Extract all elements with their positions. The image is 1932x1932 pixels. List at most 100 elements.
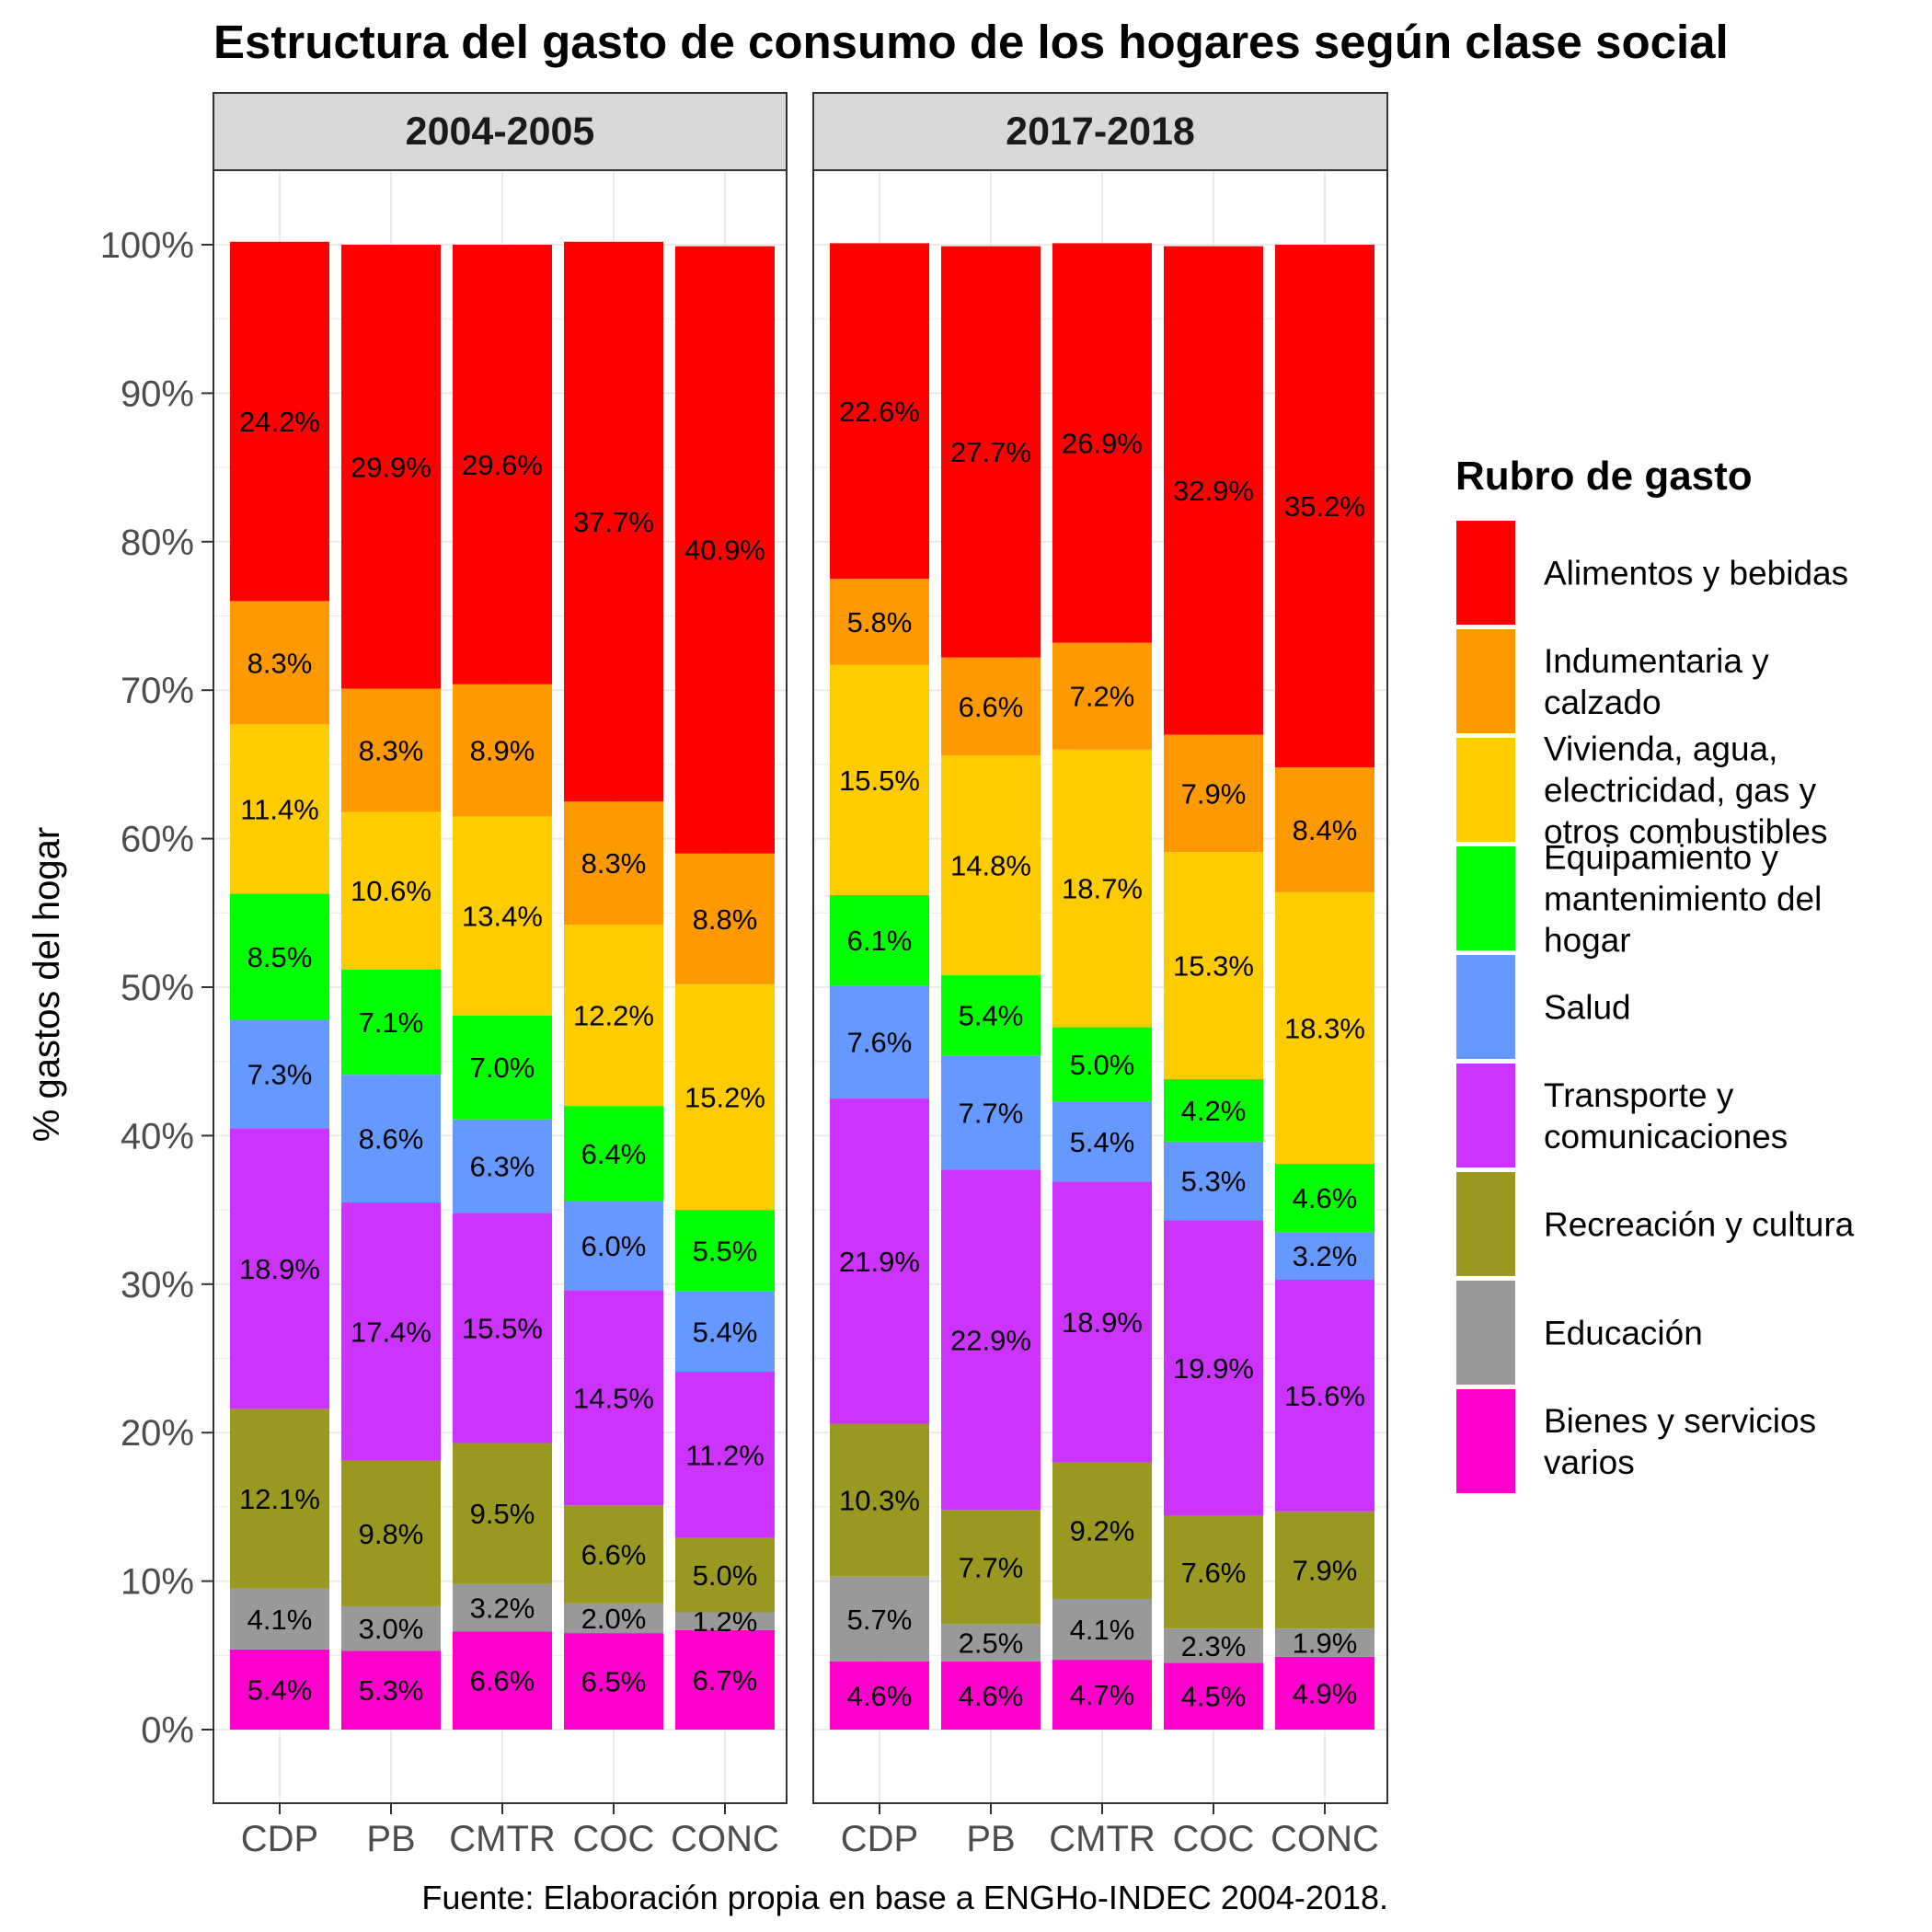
bar-segment [1275, 1164, 1374, 1233]
bar-segment [1164, 1220, 1263, 1516]
data-label: 15.5% [462, 1312, 543, 1344]
bar-segment [1164, 1515, 1263, 1629]
bar-segment [341, 1606, 441, 1651]
data-label: 24.2% [239, 406, 320, 438]
legend-label: Equipamiento y [1544, 839, 1779, 877]
legend-label: mantenimiento del [1544, 880, 1822, 918]
chart-panels: 2004-2005 5.4% 4.1% 12.1% 18.9% 7.3% 8.5% 11.4%… [213, 92, 1388, 1859]
bar-segment [341, 1202, 441, 1461]
bar-segment [675, 1537, 775, 1613]
bar-segment [941, 246, 1041, 658]
bar-segment [341, 1460, 441, 1607]
data-label: 6.6% [959, 691, 1024, 723]
data-label: 15.2% [684, 1081, 765, 1113]
legend-label: Educación [1544, 1315, 1703, 1352]
bar-segment [1052, 749, 1152, 1028]
legend-label: comunicaciones [1544, 1118, 1788, 1156]
legend-swatch [1455, 736, 1517, 844]
x-tick-label: CMTR [449, 1819, 556, 1859]
facet-title: 2017-2018 [1006, 109, 1195, 154]
x-tick-label: CONC [1271, 1819, 1379, 1859]
y-tick-label: 70% [121, 671, 194, 711]
data-label: 4.5% [1181, 1681, 1247, 1713]
bar-segment [230, 1128, 329, 1409]
bar-segment [564, 1290, 663, 1506]
data-label: 1.9% [1293, 1627, 1358, 1660]
y-tick-label: 60% [121, 820, 194, 860]
data-label: 21.9% [839, 1246, 920, 1278]
bar-segment [1275, 1656, 1374, 1730]
legend-item: Salud [1455, 953, 1631, 1061]
data-label: 7.0% [470, 1052, 535, 1084]
legend-label: varios [1544, 1443, 1635, 1481]
facet-title: 2004-2005 [406, 109, 595, 154]
bar-segment [941, 755, 1041, 976]
y-tick-label: 90% [121, 374, 194, 414]
data-label: 18.9% [239, 1253, 320, 1285]
bar-segment [453, 684, 552, 817]
bar-segment [341, 811, 441, 970]
legend-label: Transporte y [1544, 1076, 1734, 1114]
legend-item: Recreación y cultura [1455, 1170, 1855, 1278]
bar-segment [675, 853, 775, 984]
legend-label: hogar [1544, 922, 1631, 960]
data-label: 22.9% [950, 1324, 1031, 1356]
data-label: 9.2% [1070, 1515, 1135, 1547]
data-label: 6.7% [693, 1664, 758, 1696]
bar-segment [453, 1583, 552, 1632]
data-label: 7.2% [1070, 681, 1135, 713]
bar-segment [1275, 1279, 1374, 1512]
data-label: 7.1% [359, 1006, 424, 1039]
data-label: 14.5% [573, 1382, 654, 1414]
bar-segment [830, 1098, 929, 1424]
legend-label: Recreación y cultura [1544, 1206, 1855, 1244]
bar-segment [230, 724, 329, 894]
bar-segment [675, 1291, 775, 1373]
legend-swatch [1455, 1279, 1517, 1386]
panel-2017-2018: 2017-2018 4.6% 5.7% 10.3% 21.9% 7.6% 6.1% 15.5%… [812, 92, 1388, 1859]
data-label: 5.8% [847, 606, 913, 638]
bar-segment [453, 1631, 552, 1730]
data-label: 7.9% [1293, 1554, 1358, 1586]
y-axis-title: % gastos del hogar [27, 827, 67, 1142]
bar-segment [341, 245, 441, 689]
data-label: 5.0% [693, 1559, 758, 1592]
data-label: 3.2% [470, 1593, 535, 1625]
bar-segment [830, 1576, 929, 1662]
data-label: 8.4% [1293, 814, 1358, 846]
bar-segment [1052, 1101, 1152, 1182]
legend-label: Alimentos y bebidas [1544, 555, 1848, 592]
x-tick-label: CMTR [1049, 1819, 1156, 1859]
data-label: 8.8% [693, 903, 758, 936]
bar-segment [1052, 1660, 1152, 1730]
y-tick-label: 10% [121, 1562, 194, 1603]
data-label: 14.8% [950, 850, 1031, 882]
data-label: 12.2% [573, 1000, 654, 1032]
y-tick-label: 80% [121, 523, 194, 563]
legend-label: otros combustibles [1544, 813, 1827, 851]
bar-segment [564, 1505, 663, 1604]
bar-segment [941, 657, 1041, 756]
legend-label: Vivienda, agua, [1544, 730, 1777, 768]
data-label: 4.1% [247, 1604, 313, 1636]
bar-segment [1275, 1628, 1374, 1657]
bar-segment [230, 1019, 329, 1129]
data-label: 2.0% [581, 1603, 647, 1635]
bar-segment [1052, 1462, 1152, 1599]
bar-segment [941, 1055, 1041, 1170]
data-label: 4.1% [1070, 1614, 1135, 1646]
bar-segment [564, 1201, 663, 1291]
data-label: 22.6% [839, 396, 920, 428]
data-label: 19.9% [1173, 1352, 1254, 1385]
data-label: 3.2% [1293, 1240, 1358, 1272]
data-label: 5.4% [693, 1316, 758, 1348]
data-label: 18.7% [1062, 873, 1143, 905]
bar-segment [675, 246, 775, 854]
legend-swatch [1455, 1062, 1517, 1169]
bar-segment [230, 601, 329, 725]
data-label: 5.0% [1070, 1049, 1135, 1081]
bar-segment [453, 1213, 552, 1443]
data-label: 5.3% [359, 1674, 424, 1707]
bar-segment [675, 1629, 775, 1730]
